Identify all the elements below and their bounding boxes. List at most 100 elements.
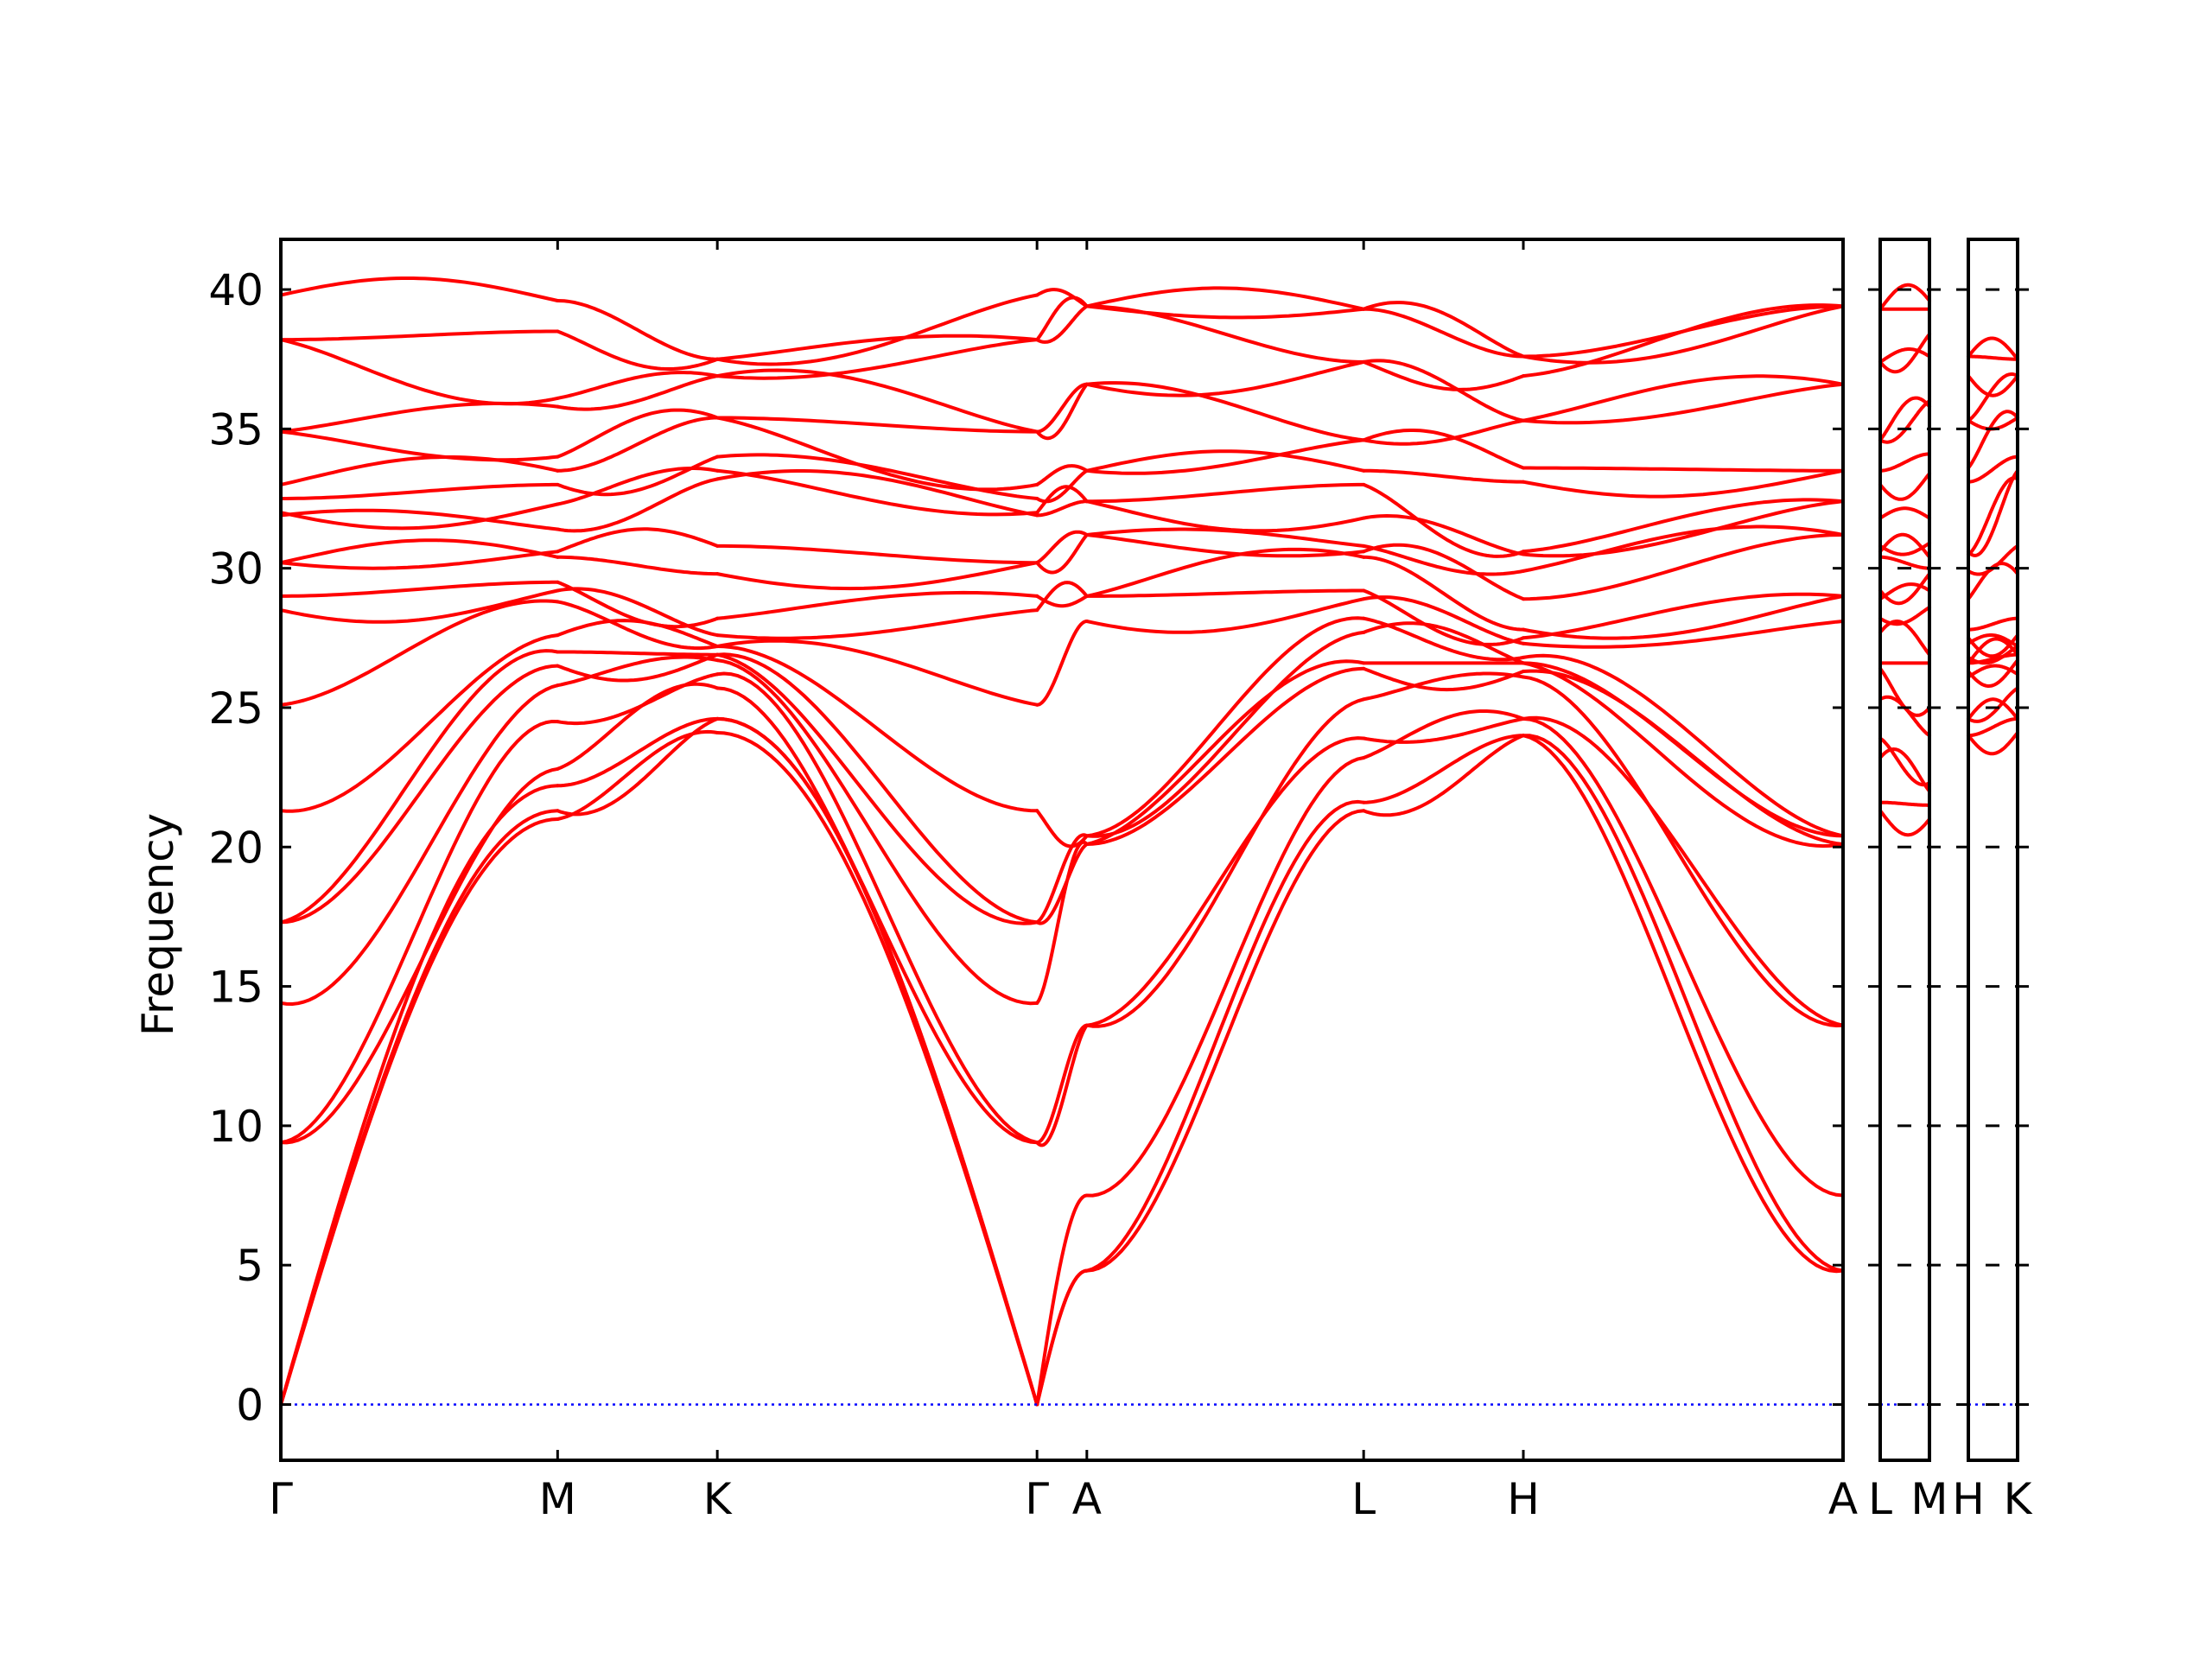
band-line	[279, 633, 560, 813]
band-line	[1084, 597, 1366, 634]
band-line	[1084, 438, 1366, 475]
band-line	[1084, 616, 1366, 838]
band-line	[556, 374, 720, 411]
band-line	[1522, 661, 1845, 838]
band-line	[715, 658, 1039, 1006]
band-line	[279, 401, 560, 434]
band-line	[1035, 1193, 1089, 1407]
band-line	[1878, 736, 1931, 787]
band-line	[1522, 468, 1845, 499]
band-line	[1035, 1023, 1089, 1147]
band-line	[1878, 283, 1931, 311]
band-line	[1084, 547, 1366, 598]
band-line	[556, 580, 720, 629]
band-line	[1084, 359, 1366, 397]
band-line	[1084, 630, 1366, 838]
x-tick-label: L	[1868, 1474, 1892, 1524]
y-tick-label: 40	[208, 265, 264, 315]
band-line	[1878, 620, 1931, 657]
band-line	[1522, 498, 1845, 554]
band-line	[1362, 543, 1525, 576]
band-line	[1878, 506, 1931, 520]
band-line	[1035, 382, 1089, 434]
band-line	[1522, 304, 1845, 365]
band-line	[279, 276, 560, 302]
band-line	[1084, 499, 1366, 533]
band-line	[715, 639, 1039, 707]
x-tick-label: A	[1828, 1474, 1858, 1524]
band-line	[1878, 747, 1931, 793]
band-line	[1035, 499, 1089, 518]
band-line	[1967, 716, 2019, 738]
band-line	[1878, 396, 1931, 442]
band-line	[556, 329, 720, 371]
band-line	[715, 416, 1039, 434]
band-line	[1084, 482, 1366, 504]
axis-ticks	[281, 239, 2030, 1460]
panel-frame	[279, 238, 1845, 1462]
band-line	[556, 416, 720, 473]
band-line	[1084, 666, 1366, 846]
band-line	[1878, 695, 1931, 738]
band-line	[1967, 543, 2019, 576]
band-line	[715, 645, 1039, 813]
band-line	[1035, 533, 1089, 575]
band-line	[1035, 304, 1089, 344]
band-line	[279, 580, 560, 598]
band-line	[1035, 842, 1089, 925]
band-line	[715, 608, 1039, 640]
band-line	[1035, 288, 1089, 308]
y-tick-label: 0	[236, 1380, 264, 1430]
band-line	[279, 664, 560, 925]
band-line	[1035, 464, 1089, 486]
band-line	[556, 408, 720, 459]
band-line	[1362, 301, 1525, 359]
band-line	[1084, 286, 1366, 311]
band-line	[556, 672, 720, 726]
band-line	[1035, 620, 1089, 707]
band-line	[1878, 605, 1931, 626]
band-line	[1878, 347, 1931, 364]
band-line	[556, 655, 720, 688]
band-line	[1362, 666, 1525, 692]
band-line	[279, 329, 560, 342]
band-line	[1084, 533, 1366, 558]
band-line	[279, 784, 560, 1407]
band-line	[556, 299, 720, 361]
x-tick-label: H	[1507, 1474, 1540, 1524]
band-line	[1522, 734, 1845, 1274]
band-line	[1362, 734, 1525, 817]
band-line	[279, 588, 560, 624]
band-line	[1362, 307, 1525, 359]
band-line	[1878, 452, 1931, 473]
y-tick-label: 15	[208, 963, 264, 1013]
band-line	[556, 527, 720, 554]
band-line	[1084, 527, 1366, 548]
band-line	[279, 550, 560, 570]
y-axis-label: Frequency	[133, 813, 183, 1036]
y-tick-label: 35	[208, 404, 264, 454]
band-line	[715, 338, 1039, 380]
band-line	[1084, 381, 1366, 442]
band-line	[556, 477, 720, 533]
band-line	[715, 590, 1039, 620]
x-tick-label: M	[1910, 1474, 1948, 1524]
y-tick-label: 20	[208, 823, 264, 873]
band-line	[1967, 372, 2019, 423]
band-line	[556, 716, 720, 817]
band-line	[1362, 359, 1525, 423]
band-line	[1084, 304, 1366, 320]
band-line	[1362, 716, 1525, 744]
band-line	[1035, 1268, 1089, 1407]
band-line	[1522, 499, 1845, 558]
band-line	[279, 809, 560, 1407]
band-line	[1967, 454, 2019, 484]
band-line	[715, 731, 1039, 1407]
band-line	[715, 368, 1039, 434]
x-tick-label: Γ	[1025, 1474, 1049, 1524]
band-line	[1084, 799, 1366, 1273]
x-tick-label: M	[539, 1474, 576, 1524]
band-line	[1878, 572, 1931, 606]
x-tick-label: A	[1072, 1474, 1102, 1524]
